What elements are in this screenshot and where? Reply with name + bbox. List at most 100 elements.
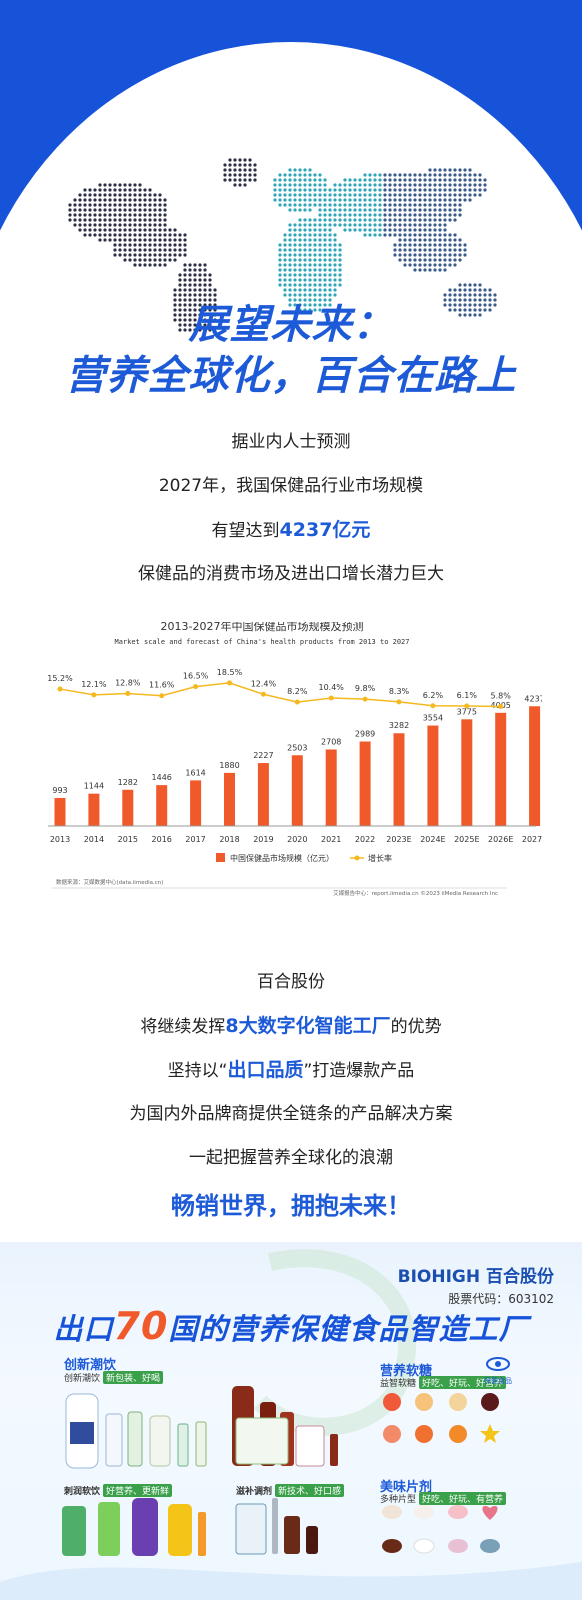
map-dot bbox=[283, 283, 287, 287]
category-tablets: 美味片剂 bbox=[380, 1480, 433, 1495]
map-dot bbox=[448, 288, 452, 292]
map-dot bbox=[133, 218, 137, 222]
map-dot bbox=[323, 213, 327, 217]
map-dot bbox=[463, 248, 467, 252]
map-dot bbox=[178, 303, 182, 307]
map-dot bbox=[148, 198, 152, 202]
drink-bottle-5 bbox=[177, 1423, 189, 1467]
map-dot bbox=[93, 188, 97, 192]
map-dot bbox=[358, 218, 362, 222]
banner-title-pre: 出口 bbox=[53, 1312, 114, 1346]
map-dot bbox=[288, 303, 292, 307]
map-dot bbox=[153, 203, 157, 207]
map-dot bbox=[78, 223, 82, 227]
map-dot bbox=[168, 258, 172, 262]
map-dot bbox=[298, 278, 302, 282]
map-dot bbox=[183, 278, 187, 282]
map-dot bbox=[353, 178, 357, 182]
map-dot bbox=[188, 278, 192, 282]
map-dot bbox=[418, 188, 422, 192]
map-dot bbox=[358, 183, 362, 187]
map-dot bbox=[243, 168, 247, 172]
map-dot bbox=[348, 188, 352, 192]
map-dot bbox=[453, 213, 457, 217]
map-dot bbox=[383, 223, 387, 227]
map-dot bbox=[383, 193, 387, 197]
map-dot bbox=[178, 233, 182, 237]
map-dot bbox=[323, 218, 327, 222]
map-dot bbox=[118, 248, 122, 252]
growth-point bbox=[260, 691, 266, 697]
map-dot bbox=[143, 243, 147, 247]
map-dot bbox=[468, 303, 472, 307]
map-dot bbox=[463, 253, 467, 257]
map-dot bbox=[163, 218, 167, 222]
map-dot bbox=[358, 213, 362, 217]
map-dot bbox=[108, 203, 112, 207]
map-dot bbox=[298, 208, 302, 212]
map-dot bbox=[363, 223, 367, 227]
map-dot bbox=[73, 223, 77, 227]
map-dot bbox=[178, 323, 182, 327]
map-dot bbox=[488, 303, 492, 307]
map-dot bbox=[423, 218, 427, 222]
map-dot bbox=[208, 293, 212, 297]
map-dot bbox=[83, 203, 87, 207]
map-dot bbox=[353, 213, 357, 217]
map-dot bbox=[458, 303, 462, 307]
map-dot bbox=[313, 178, 317, 182]
map-dot bbox=[348, 203, 352, 207]
map-dot bbox=[108, 208, 112, 212]
map-dot bbox=[328, 258, 332, 262]
map-dot bbox=[153, 223, 157, 227]
map-dot bbox=[448, 263, 452, 267]
map-dot bbox=[383, 183, 387, 187]
map-dot bbox=[298, 263, 302, 267]
map-dot bbox=[123, 258, 127, 262]
map-dot bbox=[358, 223, 362, 227]
map-dot bbox=[88, 203, 92, 207]
map-dot bbox=[318, 203, 322, 207]
map-dot bbox=[338, 278, 342, 282]
map-dot bbox=[473, 173, 477, 177]
map-dot bbox=[438, 228, 442, 232]
map-dot bbox=[353, 223, 357, 227]
growth-point bbox=[430, 703, 436, 709]
x-tick-label: 2016 bbox=[152, 835, 172, 844]
map-dot bbox=[318, 278, 322, 282]
map-dot bbox=[448, 293, 452, 297]
map-dot bbox=[98, 183, 102, 187]
map-dot bbox=[103, 188, 107, 192]
map-dot bbox=[338, 188, 342, 192]
map-dot bbox=[313, 228, 317, 232]
map-dot bbox=[368, 198, 372, 202]
map-dot bbox=[458, 248, 462, 252]
map-dot bbox=[133, 248, 137, 252]
map-dot bbox=[353, 203, 357, 207]
map-dot bbox=[463, 303, 467, 307]
map-dot bbox=[138, 243, 142, 247]
map-dot bbox=[178, 273, 182, 277]
map-dot bbox=[443, 208, 447, 212]
map-dot bbox=[238, 163, 242, 167]
tablet-5 bbox=[382, 1539, 402, 1553]
map-dot bbox=[298, 268, 302, 272]
map-dot bbox=[353, 193, 357, 197]
map-dot bbox=[368, 228, 372, 232]
map-dot bbox=[363, 188, 367, 192]
map-dot bbox=[468, 168, 472, 172]
map-dot bbox=[118, 203, 122, 207]
growth-value-label: 8.2% bbox=[287, 687, 308, 696]
map-dot bbox=[193, 288, 197, 292]
map-dot bbox=[438, 263, 442, 267]
map-dot bbox=[323, 188, 327, 192]
map-dot bbox=[178, 288, 182, 292]
map-dot bbox=[233, 168, 237, 172]
map-dot bbox=[73, 208, 77, 212]
bar-value-label: 3775 bbox=[457, 707, 477, 716]
x-tick-label: 2023E bbox=[386, 835, 411, 844]
map-dot bbox=[163, 223, 167, 227]
map-dot bbox=[458, 168, 462, 172]
map-dot bbox=[333, 278, 337, 282]
map-dot bbox=[343, 198, 347, 202]
